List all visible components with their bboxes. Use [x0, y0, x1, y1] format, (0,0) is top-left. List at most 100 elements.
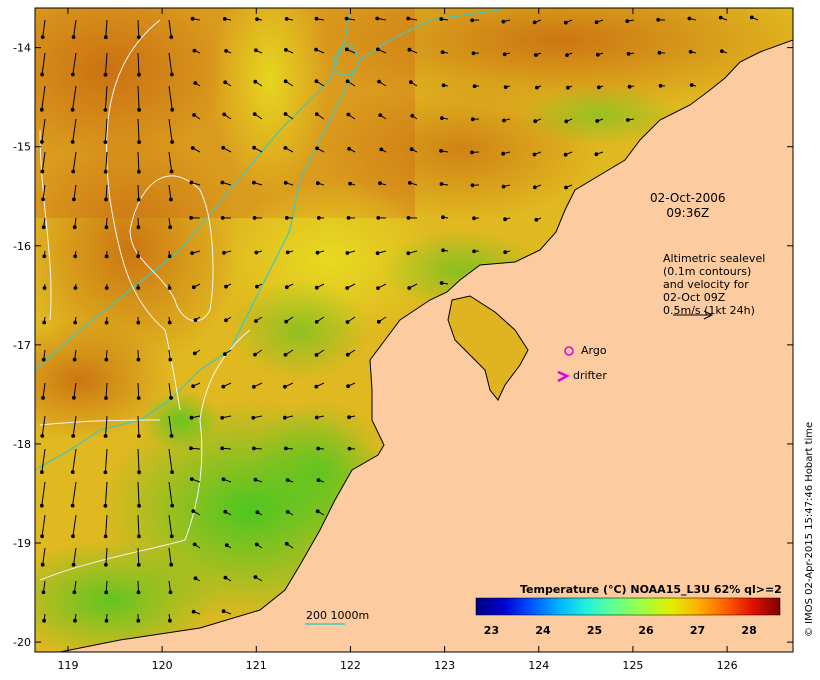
- velocity-arrow-head: [439, 17, 444, 21]
- velocity-arrow-head: [222, 112, 227, 117]
- credit: © IMOS 02-Apr-2015 15:47:46 Hobart time: [804, 421, 815, 637]
- velocity-arrow-head: [103, 434, 108, 438]
- velocity-arrow-head: [222, 17, 227, 21]
- velocity-arrow-head: [749, 15, 754, 20]
- velocity-arrow-head: [409, 80, 413, 85]
- velocity-arrow-head: [410, 113, 415, 118]
- velocity-arrow-head: [193, 576, 198, 581]
- velocity-arrow-head: [104, 286, 109, 290]
- velocity-arrow: [41, 448, 46, 473]
- velocity-arrow-head: [42, 286, 47, 290]
- velocity-arrow-head: [283, 79, 288, 84]
- y-tick-label: -20: [13, 636, 31, 649]
- velocity-arrow-head: [71, 35, 76, 39]
- altimetry-note: Altimetric sealevel (0.1m contours) and …: [663, 252, 765, 317]
- velocity-arrow-head: [502, 118, 506, 123]
- velocity-arrow: [137, 52, 140, 75]
- velocity-arrow-head: [376, 216, 381, 220]
- velocity-arrow-head: [533, 119, 538, 124]
- velocity-arrow-head: [168, 590, 173, 595]
- depth-contours: [35, 9, 501, 471]
- velocity-arrow-head: [347, 446, 352, 451]
- velocity-arrow-head: [315, 181, 320, 186]
- velocity-arrow: [105, 184, 108, 200]
- velocity-arrow-head: [377, 79, 382, 84]
- velocity-arrow-head: [376, 286, 380, 291]
- velocity-arrow-head: [41, 197, 45, 202]
- velocity-arrow: [105, 52, 108, 75]
- velocity-arrow-head: [103, 470, 108, 475]
- velocity-arrow-head: [344, 47, 349, 52]
- velocity-arrow-head: [314, 47, 319, 52]
- velocity-arrow: [137, 448, 140, 473]
- velocity-arrow-head: [594, 152, 599, 157]
- velocity-arrow: [104, 481, 108, 506]
- velocity-arrow-head: [406, 251, 411, 256]
- velocity-arrow-head: [40, 72, 44, 77]
- velocity-arrow: [41, 52, 46, 75]
- velocity-arrow-head: [532, 152, 537, 157]
- velocity-arrow-head: [348, 181, 353, 186]
- velocity-arrow-head: [252, 384, 256, 389]
- velocity-arrow-head: [189, 446, 193, 451]
- altimetry-line: Altimetric sealevel: [663, 252, 766, 265]
- velocity-arrow-head: [71, 169, 76, 174]
- velocity-arrow: [137, 580, 139, 593]
- velocity-arrow-head: [42, 254, 47, 259]
- velocity-arrows: [39, 15, 759, 623]
- velocity-arrow-head: [220, 446, 225, 451]
- velocity-arrow: [72, 481, 77, 506]
- velocity-arrow-head: [190, 251, 195, 256]
- velocity-arrow-head: [72, 357, 77, 362]
- velocity-arrow-head: [565, 53, 569, 57]
- velocity-arrow-head: [347, 146, 352, 151]
- velocity-arrow: [137, 85, 140, 110]
- velocity-arrow-head: [168, 225, 173, 230]
- altimetry-line: (0.1m contours): [663, 265, 752, 278]
- velocity-arrow: [168, 151, 173, 172]
- velocity-arrow-head: [137, 503, 142, 508]
- velocity-arrow-head: [222, 352, 227, 357]
- velocity-arrow-head: [40, 562, 45, 567]
- velocity-arrow-head: [283, 415, 287, 420]
- velocity-arrow-head: [103, 72, 108, 77]
- velocity-arrow-head: [104, 225, 109, 230]
- velocity-arrow-head: [41, 225, 46, 230]
- velocity-arrow-head: [70, 140, 75, 144]
- velocity-arrow-head: [379, 147, 384, 152]
- velocity-arrow-head: [42, 320, 47, 325]
- velocity-arrow-head: [40, 169, 45, 174]
- velocity-arrow-head: [169, 35, 174, 39]
- velocity-arrow-head: [501, 184, 506, 189]
- velocity-arrow-head: [315, 146, 320, 151]
- velocity-arrow-head: [284, 541, 289, 546]
- velocity-arrow-head: [136, 396, 141, 400]
- velocity-arrow-head: [192, 542, 197, 547]
- sealevel-contours: [39, 19, 251, 581]
- velocity-arrow-head: [345, 286, 350, 290]
- velocity-arrow-head: [136, 225, 141, 230]
- altimetry-line: 0.5m/s (1kt 24h): [663, 304, 755, 317]
- velocity-arrow-head: [39, 107, 44, 112]
- y-tick-label: -16: [13, 240, 31, 253]
- velocity-arrow-head: [136, 320, 141, 325]
- velocity-arrow-head: [656, 17, 661, 22]
- velocity-arrow-head: [220, 415, 225, 420]
- velocity-arrow: [72, 448, 77, 473]
- velocity-arrow-head: [137, 534, 141, 539]
- velocity-arrow-head: [192, 351, 197, 356]
- velocity-arrow-head: [104, 396, 108, 400]
- velocity-arrow-head: [316, 216, 321, 220]
- velocity-arrow-head: [103, 108, 108, 112]
- colorbar: [475, 597, 781, 616]
- velocity-arrow-head: [254, 542, 259, 547]
- drifter-marker-icon: [557, 370, 570, 383]
- velocity-arrow-head: [72, 395, 76, 400]
- y-tick-label: -15: [13, 141, 31, 154]
- velocity-arrow-head: [223, 509, 228, 514]
- velocity-arrow-head: [314, 16, 319, 21]
- velocity-arrow-head: [503, 250, 508, 255]
- velocity-arrow-head: [534, 53, 538, 57]
- velocity-arrow-head: [254, 48, 258, 53]
- velocity-arrow-head: [441, 215, 445, 220]
